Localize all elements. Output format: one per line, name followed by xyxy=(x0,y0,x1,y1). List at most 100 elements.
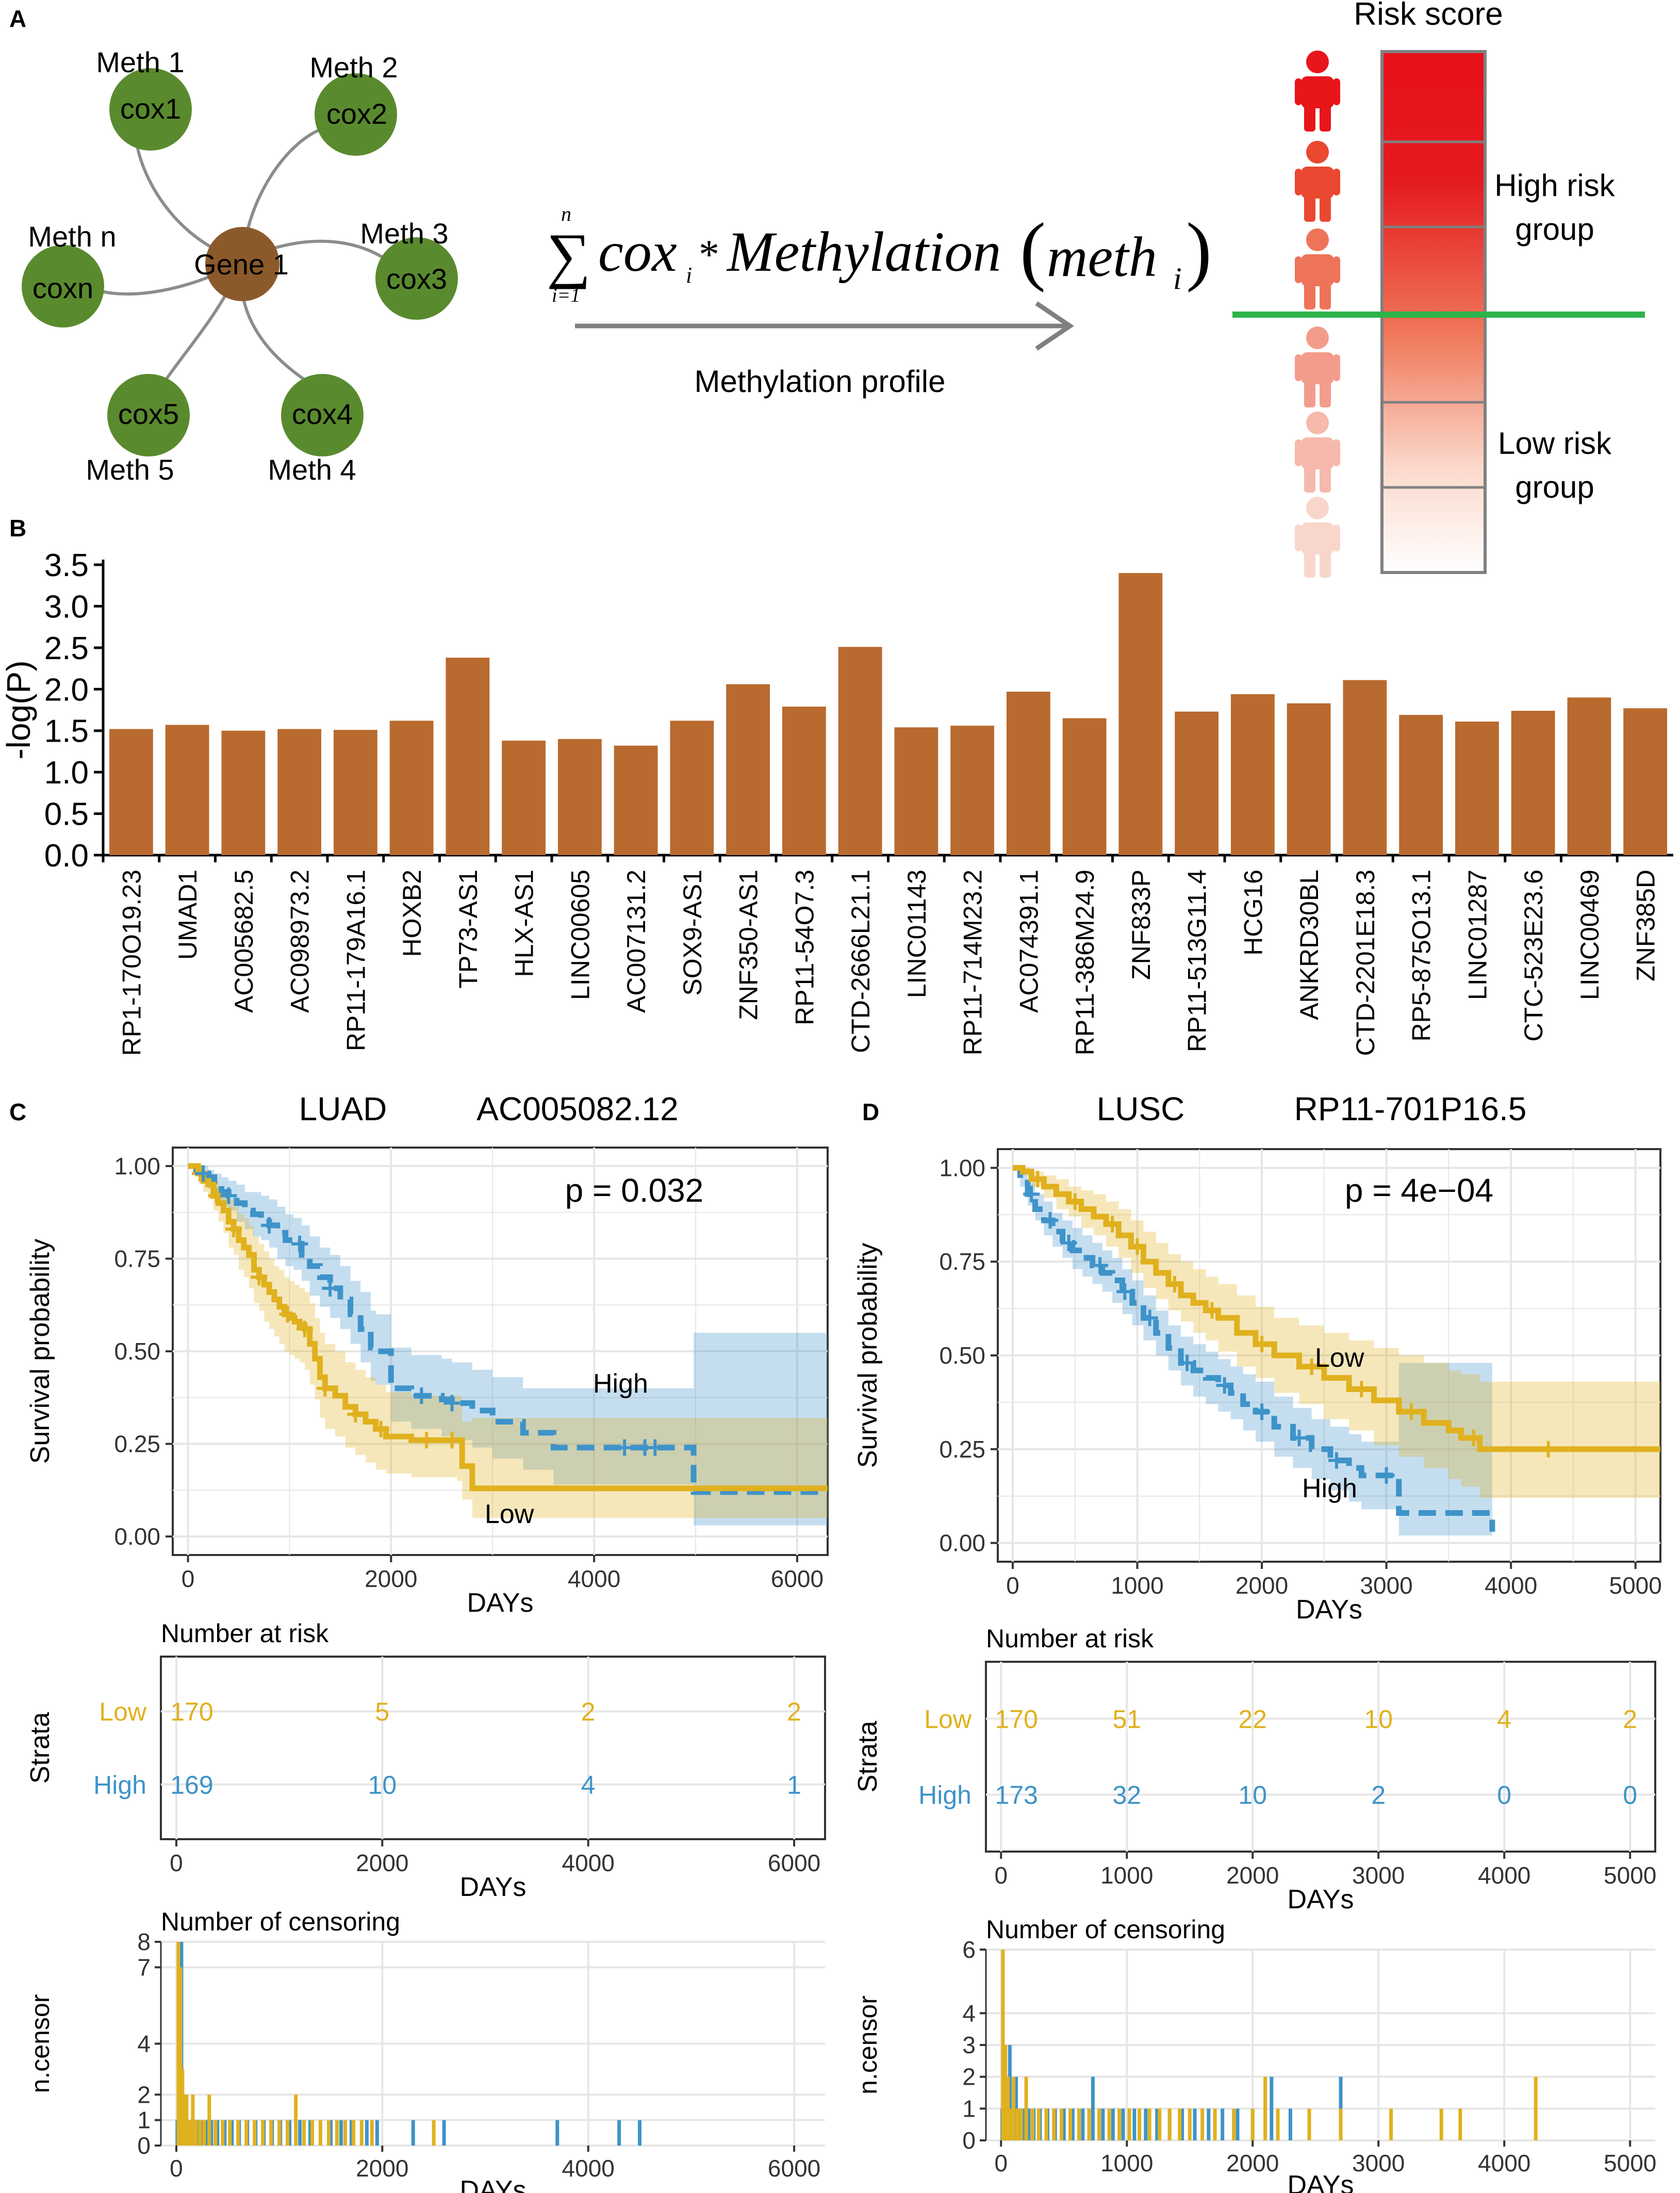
censor-mark-high xyxy=(443,1395,460,1412)
low-risk-label-2: group xyxy=(1515,470,1594,504)
x-tick-label: AC098973.2 xyxy=(286,870,315,1013)
censor-mark-low xyxy=(279,1306,296,1323)
censor-x-tick-label: 2000 xyxy=(1226,2150,1279,2176)
x-tick-label: CTD-2666L21.1 xyxy=(846,870,875,1053)
bar xyxy=(614,745,658,855)
risk-x-tick-label: 4000 xyxy=(562,1850,615,1876)
risk-grid xyxy=(986,1662,1655,1852)
risk-value: 10 xyxy=(368,1771,397,1799)
person-leg xyxy=(1304,281,1315,309)
bar xyxy=(277,729,322,855)
x-tick-label: 2000 xyxy=(365,1565,417,1592)
censor-chart-title: Number of censoring xyxy=(986,1915,1225,1944)
node-meth-2 xyxy=(315,73,397,156)
risk-table-frame xyxy=(160,1656,826,1840)
formula-star: * xyxy=(699,232,719,277)
censor-mark-high xyxy=(1141,1310,1158,1327)
cox4-label: cox4 xyxy=(292,398,353,430)
bar xyxy=(1511,711,1555,855)
person-icon xyxy=(1295,326,1340,407)
y-tick-label: 0.5 xyxy=(44,797,89,832)
censor-y-tick-label: 0 xyxy=(962,2127,976,2154)
censor-x-axis-label: DAYs xyxy=(459,2175,526,2193)
risk-value: 169 xyxy=(170,1771,213,1799)
censor-x-tick-label: 4000 xyxy=(562,2155,615,2182)
low-risk-label-1: Low risk xyxy=(1498,426,1612,461)
y-tick-label: 0.00 xyxy=(114,1523,160,1550)
bar xyxy=(333,730,377,855)
censor-mark-low xyxy=(347,1406,364,1423)
person-head xyxy=(1306,141,1329,163)
y-tick-label: 3.5 xyxy=(44,548,89,583)
censor-y-tick-label: 3 xyxy=(962,2032,976,2058)
x-tick-label: RP11-179A16.1 xyxy=(341,870,370,1051)
bar xyxy=(165,725,209,855)
censor-mark-high xyxy=(195,1165,212,1182)
p-value: p = 0.032 xyxy=(565,1172,704,1209)
ci-band-low xyxy=(188,1166,828,1518)
x-tick-label: RP11-714M23.2 xyxy=(959,870,987,1055)
y-tick-label: 0.75 xyxy=(114,1245,160,1272)
x-tick-label: HCG16 xyxy=(1239,870,1267,956)
person-leg xyxy=(1304,379,1315,407)
person-leg xyxy=(1320,549,1331,578)
bar xyxy=(1399,715,1443,855)
person-arm xyxy=(1295,354,1302,381)
bar xyxy=(1062,718,1107,855)
person-arm xyxy=(1333,169,1340,195)
y-tick-label: 3.0 xyxy=(44,589,89,625)
x-tick-label: LINC01287 xyxy=(1463,870,1492,1000)
risk-x-tick-label: 0 xyxy=(994,1862,1008,1889)
risk-row-label: High xyxy=(918,1781,971,1810)
risk-x-tick-label: 3000 xyxy=(1352,1862,1405,1889)
y-axis-label: -log(P) xyxy=(0,660,37,759)
risk-value: 4 xyxy=(581,1771,596,1799)
x-tick-label: LINC01143 xyxy=(902,870,931,998)
strata-label: Strata xyxy=(25,1712,55,1784)
cox3-label: cox3 xyxy=(386,263,447,295)
x-tick-label: UMAD1 xyxy=(173,870,202,960)
x-tick-label: AC005682.5 xyxy=(229,870,258,1013)
censor-mark-high xyxy=(1328,1452,1345,1469)
censor-y-tick-label: 2 xyxy=(137,2081,151,2108)
formula-cox: cox xyxy=(598,220,677,283)
person-leg xyxy=(1304,549,1315,578)
risk-value: 0 xyxy=(1497,1781,1511,1810)
x-tick-label: 0 xyxy=(1006,1572,1019,1599)
bar xyxy=(670,721,714,855)
person-icon xyxy=(1295,497,1340,578)
curve-label-high: High xyxy=(1302,1474,1357,1503)
censor-mark-high xyxy=(616,1439,633,1456)
x-tick-label: HOXB2 xyxy=(398,870,426,957)
risk-row-label: Low xyxy=(99,1697,147,1726)
censor-mark-low xyxy=(1129,1238,1146,1255)
risk-x-tick-label: 5000 xyxy=(1604,1862,1656,1889)
y-axis-label: Survival probability xyxy=(25,1239,55,1464)
censor-mark-high xyxy=(322,1280,339,1297)
y-tick-label: 2.0 xyxy=(44,672,89,708)
risk-value: 10 xyxy=(1238,1781,1267,1810)
person-arm xyxy=(1295,525,1302,551)
node-meth-n xyxy=(22,245,104,328)
bar xyxy=(1175,711,1219,855)
person-icon xyxy=(1295,51,1340,132)
risk-x-tick-label: 0 xyxy=(170,1850,183,1876)
survival-line-low xyxy=(188,1163,828,1492)
x-tick-label: 6000 xyxy=(771,1565,823,1592)
cox5-label: cox5 xyxy=(118,398,179,430)
censor-mark-high xyxy=(1023,1186,1040,1203)
risk-value: 2 xyxy=(1623,1705,1637,1733)
risk-x-axis-label: DAYs xyxy=(1287,1885,1354,1914)
person-arm xyxy=(1333,439,1340,466)
y-tick-label: 0.25 xyxy=(939,1436,985,1463)
bar xyxy=(557,739,602,855)
bar xyxy=(1623,708,1668,855)
censor-mark-low xyxy=(1254,1336,1271,1353)
meth-3-label: Meth 3 xyxy=(360,217,448,250)
y-tick-label: 1.00 xyxy=(939,1154,985,1181)
risk-grid xyxy=(161,1657,825,1839)
censor-grid xyxy=(986,1949,1655,2141)
censor-y-tick-label: 8 xyxy=(137,1928,151,1955)
meth-2-label: Meth 2 xyxy=(309,51,398,84)
person-arm xyxy=(1295,256,1302,283)
